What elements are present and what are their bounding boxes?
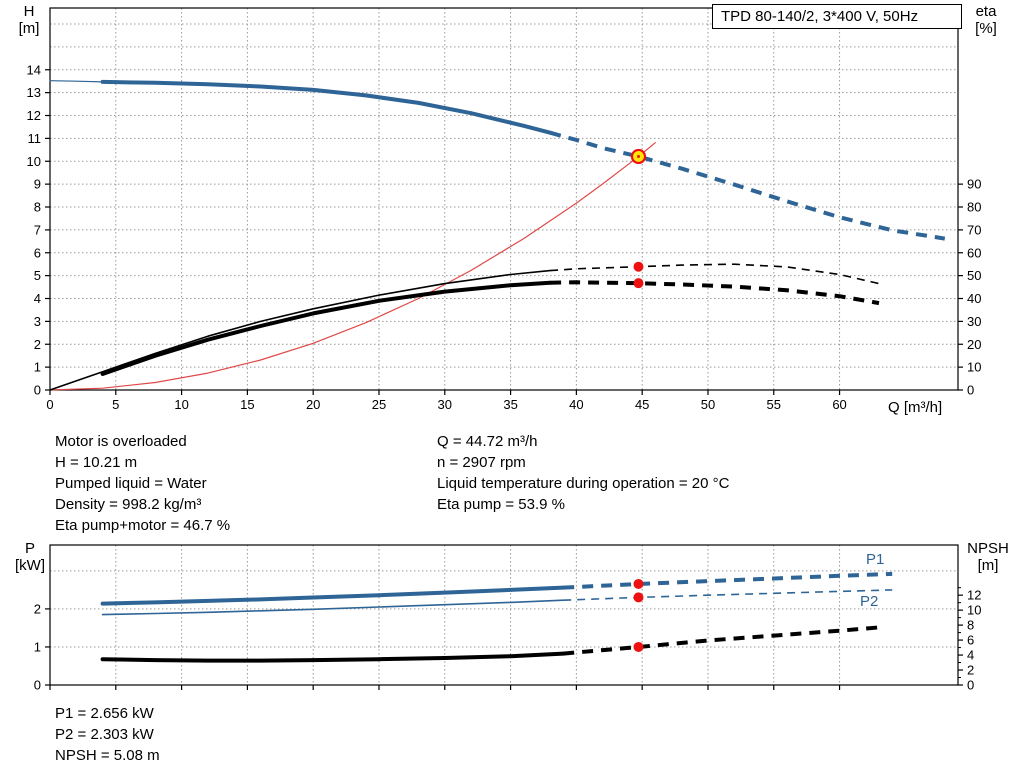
svg-text:80: 80 [967,200,981,215]
svg-text:70: 70 [967,222,981,237]
svg-text:8: 8 [967,618,974,633]
eta-axis-title: eta [%] [964,3,1008,37]
svg-text:6: 6 [967,633,974,648]
svg-text:4: 4 [967,648,974,663]
svg-text:2: 2 [967,663,974,678]
result-annotations-left: Motor is overloaded H = 10.21 m Pumped l… [55,431,230,536]
npsh-axis-symbol: NPSH [967,540,1009,557]
svg-text:4: 4 [34,291,41,306]
eta-axis-symbol: eta [975,3,997,20]
p2-curve-label: P2 [860,593,879,610]
head-value: H = 10.21 m [55,454,138,471]
flow-value: Q = 44.72 m³/h [437,433,538,450]
svg-text:10: 10 [174,397,188,412]
svg-text:12: 12 [27,108,41,123]
speed-value: n = 2907 rpm [437,454,526,471]
h-axis-title: H [m] [10,3,48,37]
svg-text:90: 90 [967,177,981,192]
svg-text:2: 2 [34,601,41,616]
p2-value: P2 = 2.303 kW [55,726,154,743]
svg-text:11: 11 [28,131,42,146]
svg-text:30: 30 [438,397,452,412]
p-axis-symbol: P [24,540,35,557]
svg-text:25: 25 [372,397,386,412]
svg-text:12: 12 [967,588,981,603]
svg-text:60: 60 [832,397,846,412]
h-axis-unit: [m] [18,20,40,37]
density-value: Density = 998.2 kg/m³ [55,496,202,513]
pump-model-box: TPD 80-140/2, 3*400 V, 50Hz [712,4,962,29]
svg-text:0: 0 [967,678,974,693]
svg-text:5: 5 [112,397,119,412]
svg-text:2: 2 [34,337,41,352]
svg-text:5: 5 [34,268,41,283]
p1-value: P1 = 2.656 kW [55,705,154,722]
svg-text:20: 20 [967,337,981,352]
svg-text:8: 8 [34,200,41,215]
svg-text:9: 9 [34,177,41,192]
svg-text:50: 50 [967,268,981,283]
svg-text:35: 35 [503,397,517,412]
svg-text:15: 15 [240,397,254,412]
svg-text:50: 50 [701,397,715,412]
eta-axis-unit: [%] [975,20,997,37]
svg-text:45: 45 [635,397,649,412]
h-axis-symbol: H [23,3,35,20]
svg-text:40: 40 [967,291,981,306]
svg-text:0: 0 [46,397,53,412]
svg-text:3: 3 [34,314,41,329]
svg-text:10: 10 [27,154,41,169]
liquid-temperature-value: Liquid temperature during operation = 20… [437,475,730,492]
svg-text:14: 14 [27,62,41,77]
svg-text:13: 13 [27,85,41,100]
svg-text:40: 40 [569,397,583,412]
svg-text:30: 30 [967,314,981,329]
svg-text:0: 0 [34,383,41,398]
npsh-value: NPSH = 5.08 m [55,747,160,764]
svg-text:0: 0 [967,383,974,398]
p1-curve-label: P1 [866,551,885,568]
svg-text:10: 10 [967,603,981,618]
motor-overload-warning: Motor is overloaded [55,433,187,450]
svg-text:10: 10 [967,360,981,375]
npsh-axis-title: NPSH [m] [960,540,1016,574]
result-annotations-bottom: P1 = 2.656 kW P2 = 2.303 kW NPSH = 5.08 … [55,703,160,766]
svg-text:7: 7 [34,222,41,237]
npsh-axis-unit: [m] [977,557,999,574]
eta-pump-motor-value: Eta pump+motor = 46.7 % [55,517,231,534]
q-axis-title: Q [m³/h] [888,399,943,416]
svg-text:60: 60 [967,245,981,260]
pumped-liquid-value: Pumped liquid = Water [55,475,207,492]
svg-text:20: 20 [306,397,320,412]
p-axis-unit: [kW] [15,557,45,574]
p-axis-title: P [kW] [10,540,50,574]
svg-text:0: 0 [34,678,41,693]
svg-text:6: 6 [34,245,41,260]
svg-text:1: 1 [34,639,41,654]
result-annotations-right: Q = 44.72 m³/h n = 2907 rpm Liquid tempe… [437,431,729,515]
svg-text:55: 55 [767,397,781,412]
eta-pump-value: Eta pump = 53.9 % [437,496,565,513]
svg-text:1: 1 [34,360,41,375]
